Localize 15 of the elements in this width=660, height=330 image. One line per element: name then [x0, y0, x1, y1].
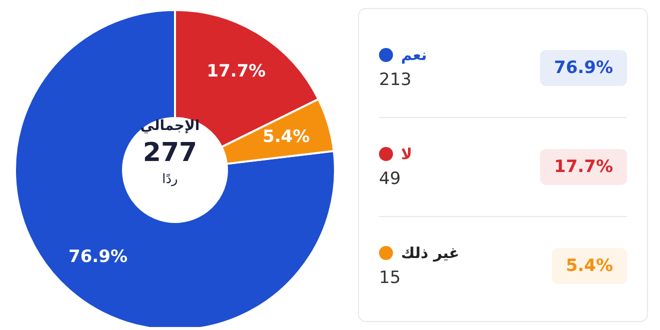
text: 76.9% [554, 58, 613, 78]
text: 17.7% [554, 157, 613, 177]
legend-label: غير ذلك [401, 244, 460, 262]
text: 213 [379, 70, 412, 90]
text: ردًا [161, 172, 179, 187]
legend-label: لا [401, 145, 412, 163]
text: 49 [379, 169, 402, 189]
text: 15 [379, 268, 402, 288]
text: الإجمالي [139, 118, 201, 134]
data-label: 5.4% [262, 126, 310, 147]
data-label: 76.9% [68, 246, 128, 267]
text: 5.4% [566, 256, 613, 276]
legend-label: نعم [401, 46, 427, 64]
data-label: 17.7% [206, 61, 266, 82]
text: 277 [142, 138, 198, 168]
